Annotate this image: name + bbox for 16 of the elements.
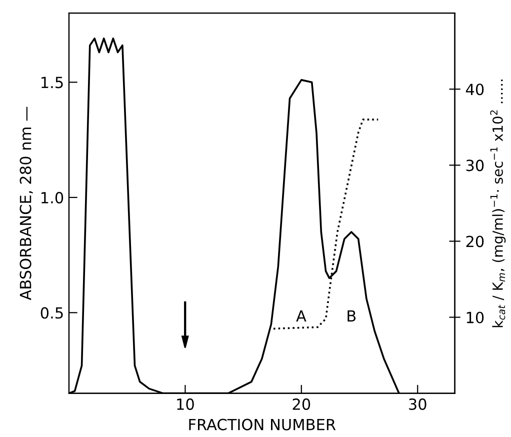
y-axis-title: ABSORBANCE, 280 nm — xyxy=(20,106,33,300)
annotation: A xyxy=(296,310,306,322)
y-tick-label: 1.5 xyxy=(42,76,63,88)
annotation: B xyxy=(348,310,356,322)
y-tick-label: 1.0 xyxy=(42,192,64,204)
y-tick-label: 0.5 xyxy=(40,307,63,319)
line-series xyxy=(272,118,379,330)
text: k$_{cat}$ / K$_{m}$, (mg/ml)$^{−1}$· sec$^{−1}$ x10$^{2}$ ...... xyxy=(490,80,506,328)
x-tick-label: 20 xyxy=(292,398,310,410)
y2-tick-label: 30 xyxy=(466,160,484,172)
x-axis-title: FRACTION NUMBER xyxy=(189,418,336,430)
x-tick-label: 30 xyxy=(409,398,426,410)
x-tick-label: 10 xyxy=(177,398,194,410)
y2-tick-label: 40 xyxy=(466,84,484,96)
y2-tick-label: 10 xyxy=(466,312,484,324)
y2-tick-label: 20 xyxy=(466,236,484,248)
